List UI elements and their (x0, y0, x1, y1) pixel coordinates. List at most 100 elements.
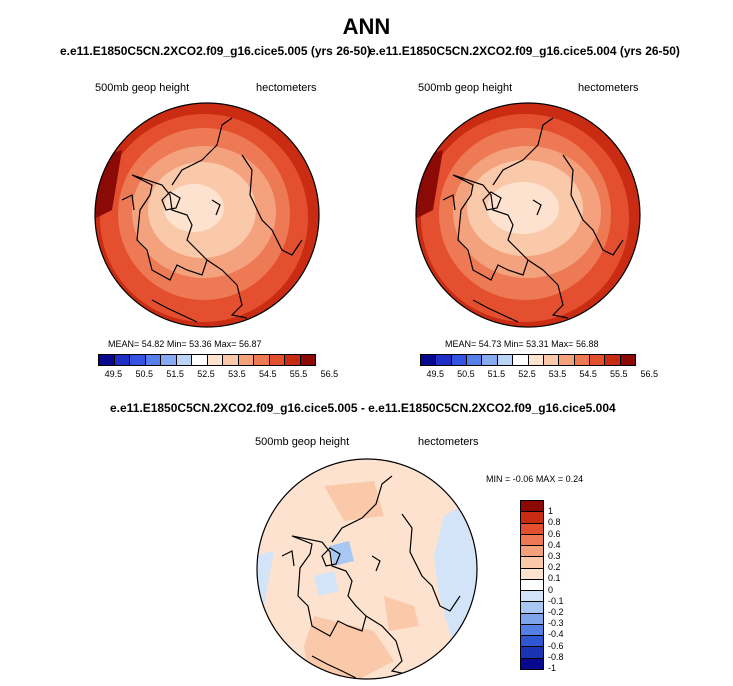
colorbar-tick-label: 50.5 (135, 369, 154, 379)
colorbar-swatch (521, 602, 543, 614)
panel-1-case-title: e.e11.E1850C5CN.2XCO2.f09_g16.cice5.005 … (60, 44, 371, 58)
colorbar-swatch (207, 355, 223, 365)
colorbar-tick-label: 0 (548, 584, 554, 595)
panel-1-stats: MEAN= 54.82 Min= 53.36 Max= 56.87 (108, 339, 261, 349)
colorbar-tick-label: 51.5 (166, 369, 184, 379)
diff-colorbar (520, 500, 544, 670)
colorbar-tick-label: -0.3 (548, 618, 564, 629)
panel-2-min: 53.31 (526, 339, 549, 349)
colorbar-tick-label: -0.2 (548, 607, 564, 617)
diff-max: 0.24 (565, 474, 584, 484)
diff-max-label: MAX = (535, 474, 564, 484)
colorbar-swatch (589, 355, 606, 365)
colorbar-swatch (543, 355, 560, 365)
colorbar-swatch (482, 355, 498, 365)
colorbar-swatch (528, 355, 544, 365)
colorbar-tick-label: 56.5 (640, 369, 659, 379)
panel-2-units: hectometers (578, 82, 639, 94)
colorbar-swatch (421, 355, 437, 365)
panel-2-colorbar-labels: 49.5 50.5 51.5 52.5 53.5 54.5 55.5 56.5 (420, 369, 659, 381)
panel-2-max-label: Max= (551, 339, 574, 349)
colorbar-tick-label: 49.5 (104, 369, 123, 379)
colorbar-tick-label: 55.5 (289, 369, 308, 379)
panel-2-colorbar (420, 354, 636, 366)
colorbar-swatch (223, 355, 239, 365)
colorbar-tick-label: 54.5 (258, 369, 277, 379)
colorbar-tick-label: 1 (548, 506, 554, 517)
colorbar-tick-label: -0.1 (548, 595, 564, 606)
panel-1-mean: 54.82 (141, 339, 165, 349)
panel-1-colorbar-labels: 49.5 50.5 51.5 52.5 53.5 54.5 55.5 56.5 (98, 369, 339, 381)
colorbar-tick-label: 56.5 (320, 369, 339, 379)
colorbar-swatch (161, 355, 177, 365)
colorbar-tick-label: 51.5 (487, 369, 506, 379)
colorbar-swatch (176, 355, 192, 365)
colorbar-swatch (285, 355, 301, 365)
diff-variable: 500mb geop height (255, 436, 350, 448)
colorbar-swatch (497, 355, 514, 365)
colorbar-tick-label: 52.5 (197, 369, 215, 379)
diff-units: hectometers (418, 436, 479, 448)
colorbar-swatch (192, 355, 208, 365)
colorbar-tick-label: 49.5 (426, 369, 445, 379)
colorbar-swatch (620, 355, 636, 365)
panel-1-polar-map (94, 102, 320, 328)
panel-2-polar-map (415, 102, 641, 328)
colorbar-tick-label: -0.6 (548, 640, 564, 651)
figure-title: ANN (342, 14, 391, 39)
colorbar-tick-label: 0.2 (548, 562, 561, 573)
colorbar-tick-label: -1 (548, 663, 557, 673)
colorbar-swatch (559, 355, 575, 365)
colorbar-swatch (99, 355, 115, 365)
colorbar-tick-label: 54.5 (579, 369, 597, 379)
colorbar-swatch (269, 355, 285, 365)
colorbar-tick-label: 0.6 (548, 528, 561, 539)
colorbar-swatch (145, 355, 161, 365)
colorbar-swatch (114, 355, 130, 365)
colorbar-swatch (521, 636, 543, 648)
colorbar-tick-label: -0.8 (548, 651, 564, 662)
colorbar-tick-label: -0.4 (548, 629, 564, 640)
diff-polar-map (256, 458, 478, 680)
colorbar-swatch (521, 534, 543, 547)
colorbar-swatch (513, 355, 529, 365)
panel-1-max-label: Max= (214, 339, 237, 349)
colorbar-swatch (521, 523, 543, 535)
colorbar-swatch (521, 579, 543, 592)
colorbar-swatch (521, 613, 543, 625)
colorbar-tick-label: 0.3 (548, 551, 561, 561)
diff-title: e.e11.E1850C5CN.2XCO2.f09_g16.cice5.005 … (110, 401, 616, 415)
colorbar-tick-label: 55.5 (609, 369, 628, 379)
colorbar-swatch (521, 512, 543, 524)
panel-1-units: hectometers (256, 82, 317, 94)
colorbar-tick-label: 0.8 (548, 517, 561, 528)
colorbar-swatch (521, 557, 543, 569)
panel-2-mean-label: MEAN= (445, 339, 477, 349)
panel-1-mean-label: MEAN= (108, 339, 140, 349)
colorbar-swatch (521, 591, 543, 603)
colorbar-swatch (521, 624, 543, 637)
diff-stats: MIN = -0.06 MAX = 0.24 (486, 474, 583, 484)
panel-1-max: 56.87 (238, 339, 262, 349)
colorbar-swatch (574, 355, 590, 365)
colorbar-swatch (521, 568, 543, 580)
colorbar-swatch (521, 647, 543, 659)
panel-1-min: 53.36 (189, 339, 212, 349)
colorbar-swatch (605, 355, 621, 365)
colorbar-tick-label: 53.5 (548, 369, 567, 379)
colorbar-tick-label: 52.5 (518, 369, 536, 379)
colorbar-swatch (521, 501, 543, 513)
colorbar-swatch (451, 355, 468, 365)
panel-2-mean: 54.73 (478, 339, 502, 349)
panel-2-max: 56.88 (575, 339, 599, 349)
diff-colorbar-labels: 1 0.8 0.6 0.4 0.3 0.2 0.1 0 -0.1 -0.2 -0.3 -0.4 -0.6… (548, 500, 578, 673)
panel-1-min-label: Min= (166, 339, 187, 349)
colorbar-swatch (521, 658, 543, 669)
panel-2-stats: MEAN= 54.73 Min= 53.31 Max= 56.88 (445, 339, 598, 349)
colorbar-swatch (130, 355, 146, 365)
colorbar-tick-label: 0.1 (548, 573, 561, 584)
colorbar-tick-label: 50.5 (457, 369, 475, 379)
panel-2-variable: 500mb geop height (418, 82, 513, 94)
colorbar-swatch (238, 355, 254, 365)
colorbar-swatch (467, 355, 483, 365)
